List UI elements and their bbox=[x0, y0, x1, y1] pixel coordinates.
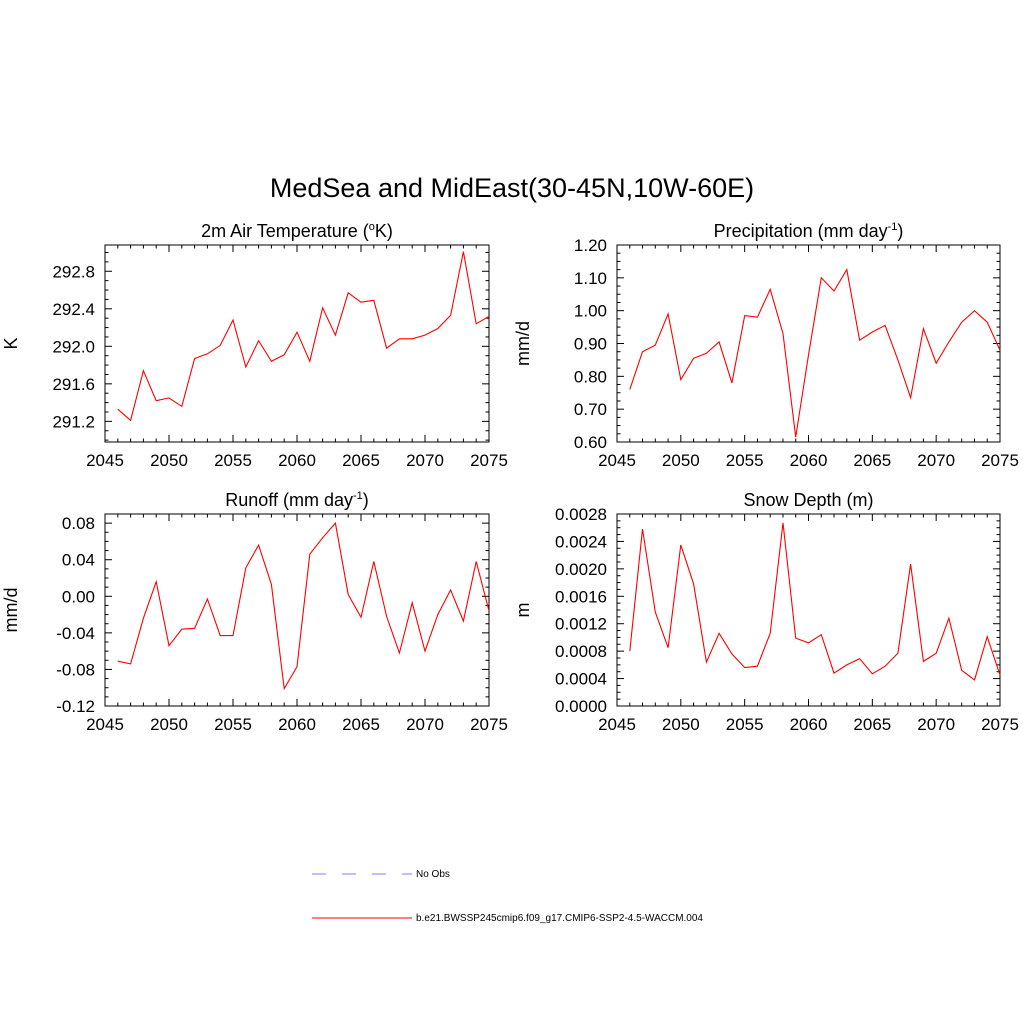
y-axis-label: mm/d bbox=[513, 321, 533, 366]
y-tick-label: 292.0 bbox=[52, 337, 95, 356]
plot-frame bbox=[104, 244, 490, 443]
panel-runoff: Runoff (mm day-1) mm/d 2045 2050 2055 2060 206… bbox=[1, 490, 508, 734]
figure-title: MedSea and MidEast(30-45N,10W-60E) bbox=[270, 173, 754, 203]
x-tick-label: 2055 bbox=[214, 451, 252, 470]
x-tick-label: 2075 bbox=[470, 451, 508, 470]
legend-obs-label: No Obs bbox=[416, 869, 450, 880]
y-tick-label: 0.0024 bbox=[555, 532, 607, 551]
y-tick-label: 292.4 bbox=[52, 300, 95, 319]
x-tick-label: 2055 bbox=[214, 715, 252, 734]
x-tick-label: 2060 bbox=[790, 451, 828, 470]
x-tick-label: 2055 bbox=[726, 715, 764, 734]
x-tick-label: 2065 bbox=[853, 715, 891, 734]
panel-title: 2m Air Temperature (oK) bbox=[201, 221, 393, 241]
series-line bbox=[629, 268, 1001, 438]
x-tick-label: 2050 bbox=[662, 715, 700, 734]
x-tick-label: 2060 bbox=[790, 715, 828, 734]
panel-title: Runoff (mm day-1) bbox=[225, 490, 369, 510]
x-tick-label: 2060 bbox=[278, 451, 316, 470]
y-tick-label: -0.04 bbox=[56, 624, 95, 643]
plot-frame bbox=[104, 513, 490, 707]
y-tick-label: 0.0020 bbox=[555, 560, 607, 579]
y-tick-label: 1.00 bbox=[574, 302, 607, 321]
y-tick-label: 291.6 bbox=[52, 375, 95, 394]
y-tick-label: 0.00 bbox=[62, 587, 95, 606]
x-tick-label: 2065 bbox=[342, 451, 380, 470]
panel-snow-depth: Snow Depth (m) m 2045 2050 2055 2060 2065 2070 2… bbox=[513, 490, 1019, 734]
x-tick-label: 2065 bbox=[853, 451, 891, 470]
x-tick-label: 2070 bbox=[917, 451, 955, 470]
y-tick-label: 0.0004 bbox=[555, 670, 607, 689]
x-tick-label: 2070 bbox=[406, 451, 444, 470]
y-tick-label: 0.80 bbox=[574, 367, 607, 386]
x-tick-label: 2045 bbox=[598, 451, 636, 470]
x-tick-label: 2070 bbox=[406, 715, 444, 734]
y-axis-label: K bbox=[1, 337, 21, 349]
y-tick-label: 0.0028 bbox=[555, 505, 607, 524]
x-tick-label: 2050 bbox=[150, 451, 188, 470]
series-line bbox=[629, 522, 1001, 681]
panel-precipitation: Precipitation (mm day-1) mm/d 2045 2050 2055… bbox=[513, 221, 1019, 470]
y-tick-label: 0.04 bbox=[62, 551, 95, 570]
x-tick-label: 2060 bbox=[278, 715, 316, 734]
x-tick-label: 2050 bbox=[662, 451, 700, 470]
legend-model-label: b.e21.BWSSP245cmip6.f09_g17.CMIP6-SSP2-4… bbox=[416, 913, 703, 924]
x-tick-label: 2045 bbox=[598, 715, 636, 734]
y-tick-label: 0.0008 bbox=[555, 642, 607, 661]
y-tick-label: 0.60 bbox=[574, 433, 607, 452]
plot-frame bbox=[616, 513, 1001, 707]
y-tick-label: 291.2 bbox=[52, 412, 95, 431]
series-line bbox=[117, 521, 490, 691]
y-tick-label: 0.90 bbox=[574, 335, 607, 354]
x-tick-label: 2045 bbox=[86, 715, 124, 734]
y-tick-label: 0.0012 bbox=[555, 615, 607, 634]
y-axis-label: mm/d bbox=[1, 588, 21, 633]
panel-title: Precipitation (mm day-1) bbox=[714, 221, 904, 241]
x-tick-label: 2070 bbox=[917, 715, 955, 734]
series-line bbox=[117, 251, 490, 422]
x-tick-label: 2050 bbox=[150, 715, 188, 734]
x-tick-label: 2065 bbox=[342, 715, 380, 734]
y-tick-label: 0.08 bbox=[62, 514, 95, 533]
x-tick-label: 2075 bbox=[470, 715, 508, 734]
y-tick-label: -0.08 bbox=[56, 660, 95, 679]
x-tick-label: 2045 bbox=[86, 451, 124, 470]
y-tick-label: 0.0000 bbox=[555, 697, 607, 716]
y-tick-label: 0.0016 bbox=[555, 587, 607, 606]
y-tick-label: 1.10 bbox=[574, 269, 607, 288]
y-axis-label: m bbox=[513, 603, 533, 618]
y-tick-label: 1.20 bbox=[574, 236, 607, 255]
y-tick-label: -0.12 bbox=[56, 697, 95, 716]
panel-air-temperature: 2m Air Temperature (oK) K 2045 2050 2055 2060… bbox=[1, 221, 508, 470]
panel-title: Snow Depth (m) bbox=[743, 490, 873, 510]
x-tick-label: 2075 bbox=[981, 715, 1019, 734]
plot-frame bbox=[616, 244, 1001, 443]
y-tick-label: 0.70 bbox=[574, 400, 607, 419]
x-tick-label: 2055 bbox=[726, 451, 764, 470]
legend: No Obs b.e21.BWSSP245cmip6.f09_g17.CMIP6… bbox=[312, 869, 703, 924]
x-tick-label: 2075 bbox=[981, 451, 1019, 470]
y-tick-label: 292.8 bbox=[52, 262, 95, 281]
